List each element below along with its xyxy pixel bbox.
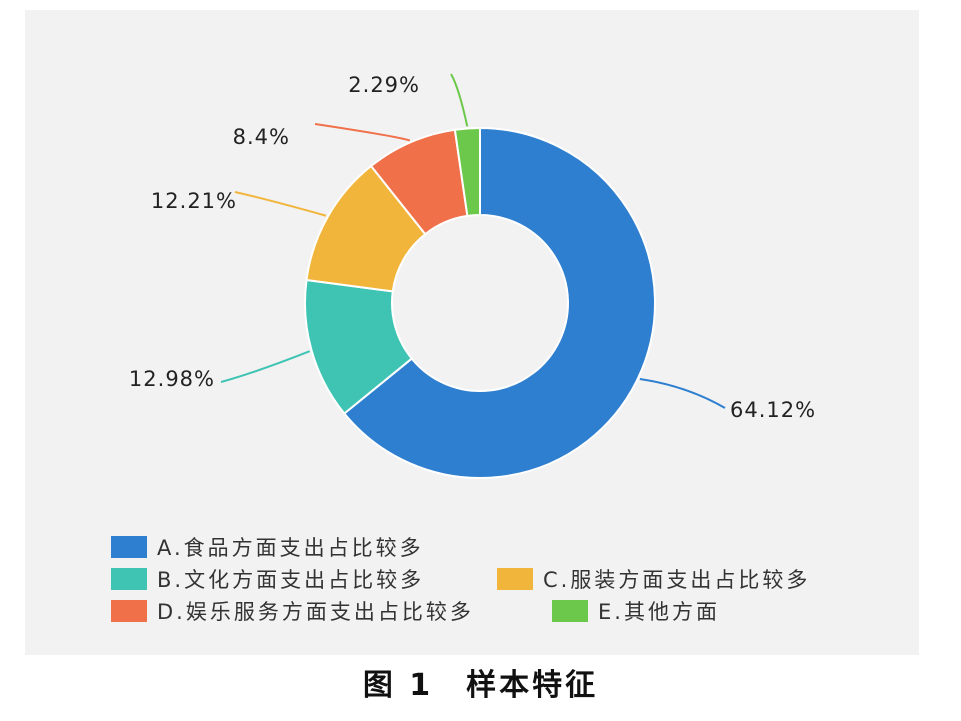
legend-item-a: A.食品方面支出占比较多 [111,532,424,562]
legend-item-c: C.服装方面支出占比较多 [497,564,810,594]
leader-line-d [314,123,411,142]
leader-line-b [220,350,311,383]
legend-item-e: E.其他方面 [552,596,720,626]
legend-label-a: A.食品方面支出占比较多 [157,536,424,560]
slice-label-a: 64.12% [730,398,816,422]
legend-swatch-c [497,568,533,590]
legend-label-d: D.娱乐服务方面支出占比较多 [157,600,474,624]
slice-label-c: 12.21% [151,189,237,213]
donut-slice-e [453,126,481,218]
leader-line-a [639,377,726,409]
legend-swatch-d [111,600,147,622]
legend-swatch-b [111,568,147,590]
leader-line-c [234,191,327,217]
legend-swatch-a [111,536,147,558]
legend-swatch-e [552,600,588,622]
legend-item-b: B.文化方面支出占比较多 [111,564,424,594]
donut-chart: 64.12% 12.98% 12.21% 8.4% 2.29% [129,73,816,479]
legend-label-c: C.服装方面支出占比较多 [543,568,811,592]
slice-label-e: 2.29% [348,73,420,97]
legend-label-e: E.其他方面 [598,600,720,624]
slice-label-b: 12.98% [129,367,215,391]
donut-slice-a [342,126,656,479]
slice-label-d: 8.4% [233,125,290,149]
legend-item-d: D.娱乐服务方面支出占比较多 [111,596,474,626]
figure-caption: 图 1 样本特征 [362,668,599,703]
chart-panel: 64.12% 12.98% 12.21% 8.4% 2.29% A.食品方面支出占比较多… [25,10,919,655]
leader-line-e [450,73,469,127]
legend-label-b: B.文化方面支出占比较多 [157,568,425,592]
